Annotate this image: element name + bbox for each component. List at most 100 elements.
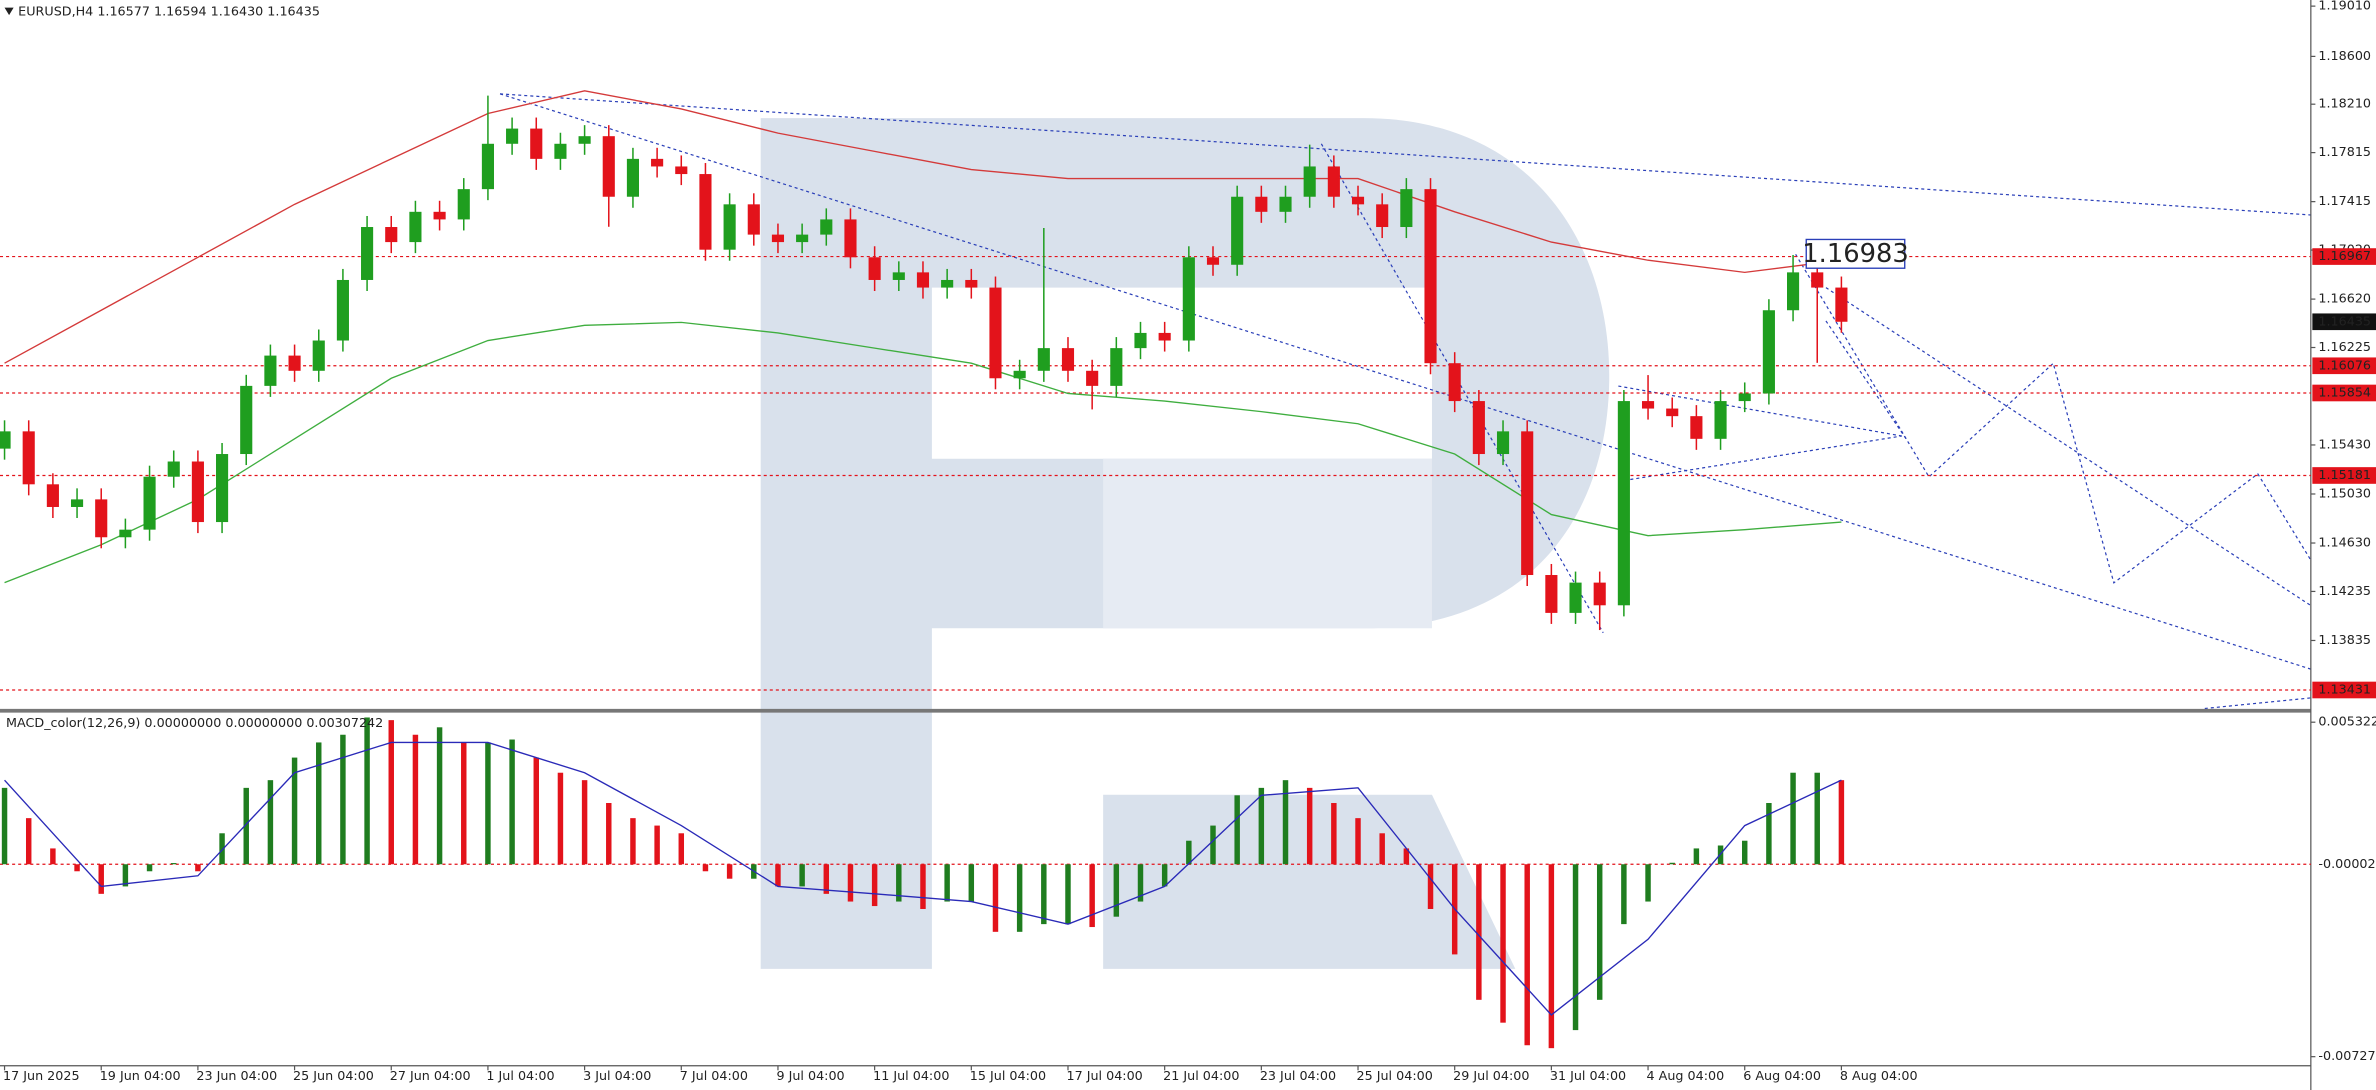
macd-bar: [823, 864, 830, 894]
macd-bar: [726, 864, 733, 879]
candle-body: [626, 158, 640, 197]
x-tick-label: 7 Jul 04:00: [680, 1068, 748, 1083]
y-tick-label: 1.13835: [2318, 632, 2371, 647]
y-tick-label: 1.19010: [2318, 0, 2371, 13]
candle-body: [0, 431, 11, 449]
trend-lines: [499, 93, 2312, 710]
macd-bar: [1766, 803, 1772, 865]
macd-bar: [485, 742, 491, 865]
chart-title: EURUSD,H4 1.16577 1.16594 1.16430 1.1643…: [18, 4, 320, 19]
macd-bar: [1234, 795, 1240, 865]
candle-body: [1110, 348, 1123, 386]
level-label: -0.000026: [2318, 856, 2376, 871]
candle-body: [1400, 189, 1413, 228]
macd-bar: [412, 734, 419, 865]
level-label: 1.13431: [2318, 681, 2371, 696]
candle-body: [433, 211, 446, 220]
macd-bar: [533, 757, 539, 865]
candle-body: [1013, 370, 1026, 379]
candle-body: [868, 257, 881, 280]
candle-body: [844, 219, 857, 258]
x-tick-label: 17 Jul 04:00: [1066, 1068, 1142, 1083]
x-tick-label: 6 Aug 04:00: [1743, 1068, 1821, 1083]
symbol-menu-arrow[interactable]: [4, 7, 14, 16]
candle-body: [989, 287, 1002, 379]
macd-bar: [1355, 818, 1361, 865]
x-tick-label: 3 Jul 04:00: [583, 1068, 651, 1083]
candle-body: [361, 227, 374, 280]
candle-body: [70, 499, 84, 507]
macd-bar: [1669, 862, 1675, 865]
candle-body: [1351, 196, 1365, 205]
macd-bar: [1693, 848, 1700, 865]
y-tick-label: 1.15430: [2318, 436, 2371, 451]
candle-body: [1593, 582, 1606, 606]
candle-body: [1376, 204, 1389, 228]
macd-bar: [1379, 833, 1385, 865]
macd-bar: [847, 864, 854, 902]
macd-bar: [1596, 864, 1603, 1000]
candle-body: [119, 529, 132, 538]
macd-bar: [944, 864, 950, 902]
x-tick-label: 11 Jul 04:00: [873, 1068, 949, 1083]
macd-bar: [606, 803, 612, 865]
x-tick-label: 4 Aug 04:00: [1647, 1068, 1725, 1083]
moving-average: [4, 90, 1842, 364]
candle-body: [1231, 196, 1244, 265]
candle-body: [1037, 348, 1050, 371]
macd-bar: [678, 833, 685, 865]
macd-bar: [1741, 840, 1748, 865]
macd-bar: [509, 739, 515, 865]
macd-bar: [1065, 864, 1071, 925]
macd-bar: [364, 717, 370, 865]
candle-body: [578, 136, 591, 144]
y-tick-label: 1.16620: [2318, 291, 2371, 306]
y-tick-label: 1.16225: [2318, 339, 2371, 354]
y-tick-label: 0.0053221: [2318, 714, 2376, 729]
candle-body: [820, 219, 833, 235]
macd-bar: [461, 742, 467, 865]
candle-body: [1762, 310, 1775, 394]
candle-body: [1738, 393, 1751, 402]
macd-bar: [1016, 864, 1023, 932]
macd-bar: [702, 864, 709, 872]
candle-body: [1690, 416, 1703, 439]
candle-body: [385, 227, 398, 243]
candle-body: [167, 461, 180, 477]
candle-body: [1182, 257, 1195, 341]
macd-bar: [1403, 848, 1410, 865]
x-tick-label: 27 Jun 04:00: [390, 1068, 471, 1083]
macd-bar: [775, 864, 781, 887]
candle-body: [916, 272, 930, 288]
macd-bar: [98, 864, 104, 894]
macd-bar: [992, 864, 999, 932]
y-tick-label: -0.0072703: [2318, 1048, 2376, 1063]
level-label-box: [2312, 384, 2376, 402]
candle-body: [1641, 401, 1655, 409]
x-tick-label: 25 Jun 04:00: [293, 1068, 374, 1083]
candle-body: [941, 279, 954, 288]
macd-bar: [195, 864, 201, 872]
x-tick-label: 17 Jun 2025: [3, 1068, 80, 1083]
x-tick-label: 23 Jun 04:00: [196, 1068, 277, 1083]
y-tick-label: 1.14630: [2318, 535, 2371, 550]
macd-bar: [1790, 772, 1796, 865]
candle-body: [95, 499, 108, 538]
level-label-box: [2312, 248, 2376, 265]
candle-body: [1255, 196, 1268, 212]
candle-body: [1835, 287, 1848, 322]
macd-bar: [1838, 780, 1845, 865]
candle-body: [22, 431, 35, 485]
candle-body: [530, 128, 543, 159]
candle-body: [1521, 431, 1534, 576]
macd-bar: [291, 757, 298, 865]
macd-bar: [1331, 803, 1337, 865]
watermark: [760, 118, 1610, 969]
macd-bar: [654, 825, 660, 865]
signal-line: [4, 741, 1842, 1016]
candle-body: [409, 211, 422, 243]
candle-body: [240, 385, 253, 455]
macd-bar: [1500, 864, 1506, 1023]
candle-body: [651, 158, 664, 167]
